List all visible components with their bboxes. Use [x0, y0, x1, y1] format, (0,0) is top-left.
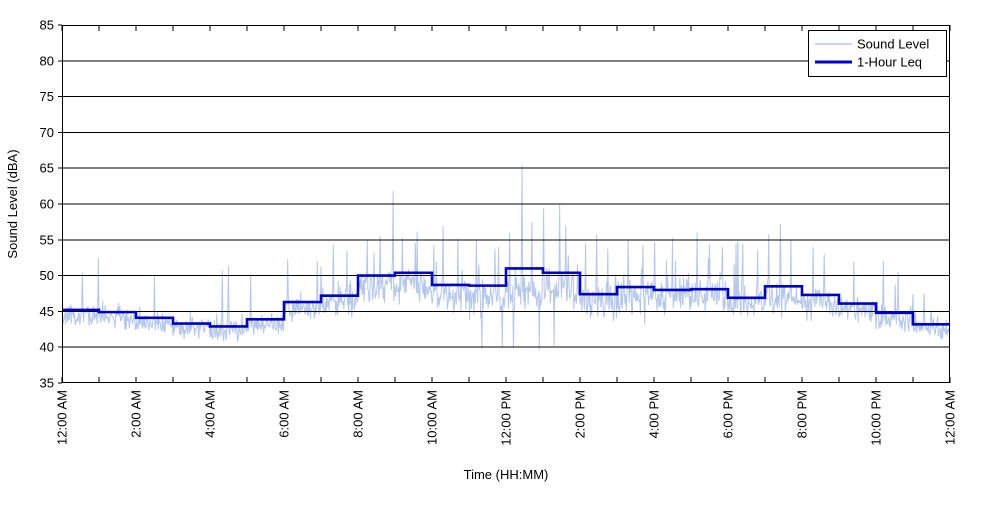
axis-tick-labels: 35 40 45 50 55 60 65 70 75 80 85 12:00 AM 2:00 AM 4:0…: [40, 18, 958, 446]
y-tick-label: 50: [40, 268, 54, 283]
hourly-leq-series: [62, 267, 950, 328]
y-tick-label: 60: [40, 197, 54, 212]
x-tick-label: 12:00 AM: [943, 390, 958, 445]
x-axis-title: Time (HH:MM): [464, 467, 549, 482]
x-tick-label: 2:00 PM: [573, 390, 588, 438]
y-tick-label: 65: [40, 161, 54, 176]
x-tick-label: 2:00 AM: [129, 390, 144, 438]
x-tick-label: 8:00 PM: [795, 390, 810, 438]
y-tick-label: 40: [40, 340, 54, 355]
y-tick-label: 55: [40, 232, 54, 247]
y-tick-label: 70: [40, 125, 54, 140]
y-axis-title: Sound Level (dBA): [5, 149, 20, 258]
x-tick-label: 12:00 AM: [55, 390, 70, 445]
y-tick-label: 75: [40, 89, 54, 104]
x-tick-label: 10:00 PM: [869, 390, 884, 446]
legend-label-sound-level: Sound Level: [857, 37, 929, 52]
legend-label-1-hour-leq: 1-Hour Leq: [857, 55, 922, 70]
y-tick-label: 35: [40, 376, 54, 391]
x-tick-label: 8:00 AM: [351, 390, 366, 438]
x-tick-label: 4:00 PM: [647, 390, 662, 438]
x-tick-label: 12:00 PM: [499, 390, 514, 446]
y-tick-label: 80: [40, 53, 54, 68]
legend-box: [808, 30, 947, 77]
sound-level-series: [61, 165, 951, 351]
legend: Sound Level 1-Hour Leq: [808, 30, 947, 77]
y-tick-label: 45: [40, 304, 54, 319]
x-tick-label: 6:00 PM: [721, 390, 736, 438]
gridlines: [62, 60, 950, 348]
x-tick-label: 10:00 AM: [425, 390, 440, 445]
sound-level-trace: [61, 165, 951, 351]
x-tick-label: 4:00 AM: [203, 390, 218, 438]
hourly-leq-line: [62, 267, 950, 328]
x-tick-label: 6:00 AM: [277, 390, 292, 438]
y-tick-label: 85: [40, 18, 54, 33]
